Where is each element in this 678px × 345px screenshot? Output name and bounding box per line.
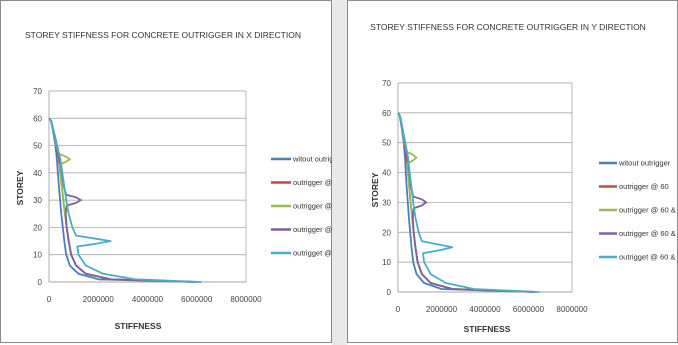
legend-label: outrigger @ 60 & 45 — [619, 206, 678, 215]
y-axis-label: STOREY — [370, 172, 380, 207]
legend-label: outrigger @ 60 — [619, 182, 669, 191]
x-tick-label: 4000000 — [469, 305, 501, 314]
y-tick-label: 70 — [382, 79, 391, 88]
y-tick-label: 20 — [382, 228, 391, 237]
chart-y-direction: STOREY STIFFNESS FOR CONCRETE OUTRIGGER … — [348, 1, 678, 344]
x-tick-label: 6000000 — [181, 295, 213, 304]
x-tick-label: 6000000 — [513, 305, 545, 314]
y-tick-label: 10 — [382, 258, 391, 267]
x-tick-label: 4000000 — [132, 295, 164, 304]
legend-label: outrigget @ 60 & 15 — [619, 253, 678, 262]
x-tick-label: 0 — [47, 295, 52, 304]
x-axis-label: STIFFNESS — [115, 321, 162, 331]
y-tick-label: 30 — [33, 196, 42, 205]
y-tick-label: 20 — [33, 223, 42, 232]
chart-title: STOREY STIFFNESS FOR CONCRETE OUTRIGGER … — [370, 22, 646, 32]
chart-panel-x-direction: STOREY STIFFNESS FOR CONCRETE OUTRIGGER … — [0, 0, 332, 343]
x-tick-label: 0 — [396, 305, 401, 314]
legend-label: witout outrigger — [618, 159, 671, 168]
chart-title: STOREY STIFFNESS FOR CONCRETE OUTRIGGER … — [25, 30, 301, 40]
chart-panel-y-direction: STOREY STIFFNESS FOR CONCRETE OUTRIGGER … — [347, 0, 678, 343]
panel-divider — [332, 0, 347, 345]
y-tick-label: 50 — [382, 139, 391, 148]
y-tick-label: 60 — [382, 109, 391, 118]
x-tick-label: 2000000 — [83, 295, 115, 304]
y-tick-label: 10 — [33, 251, 42, 260]
x-tick-label: 8000000 — [230, 295, 262, 304]
chart-x-direction: STOREY STIFFNESS FOR CONCRETE OUTRIGGER … — [1, 1, 333, 344]
legend-label: outrigger @ 60 & 30 — [619, 229, 678, 238]
y-tick-label: 60 — [33, 114, 42, 123]
y-tick-label: 0 — [387, 288, 392, 297]
y-axis-label: STOREY — [15, 170, 25, 205]
x-tick-label: 8000000 — [556, 305, 588, 314]
y-tick-label: 50 — [33, 142, 42, 151]
y-tick-label: 0 — [38, 278, 43, 287]
y-tick-label: 40 — [382, 169, 391, 178]
y-tick-label: 70 — [33, 87, 42, 96]
x-axis-label: STIFFNESS — [464, 324, 511, 334]
y-tick-label: 40 — [33, 169, 42, 178]
y-tick-label: 30 — [382, 198, 391, 207]
x-tick-label: 2000000 — [426, 305, 458, 314]
